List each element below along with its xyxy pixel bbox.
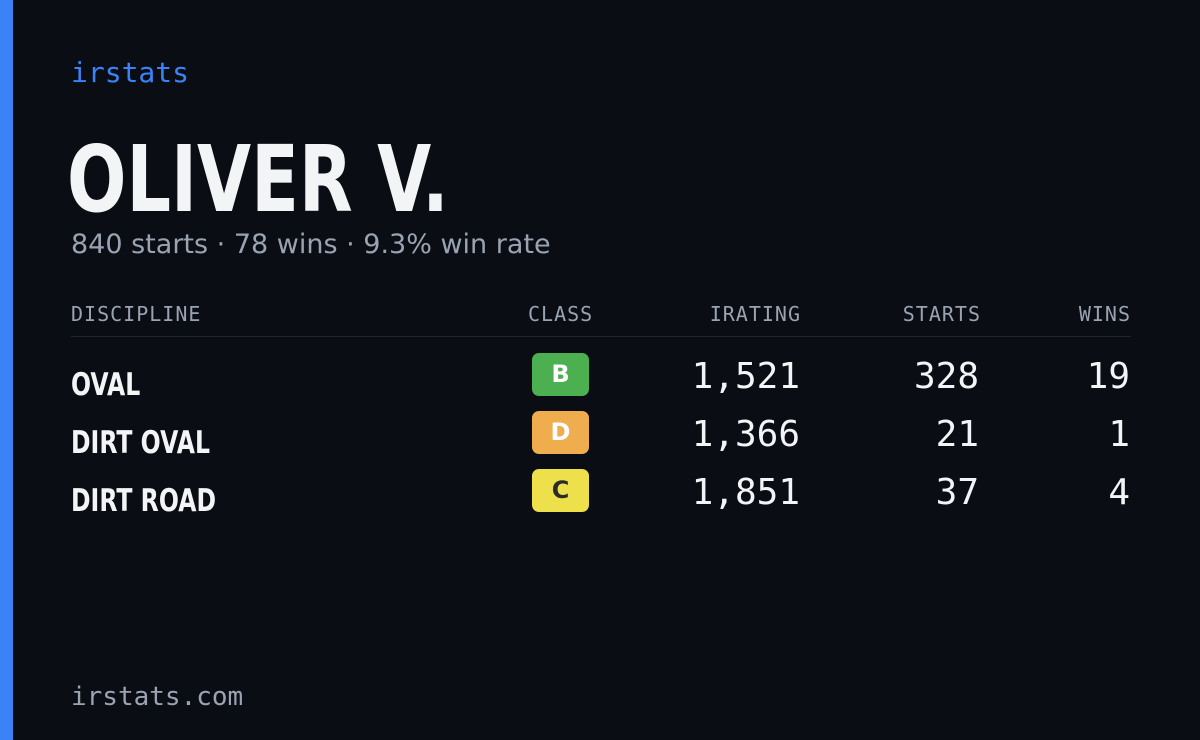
accent-bar [0,0,13,740]
wins-value: 4 [1108,472,1130,513]
player-summary: 840 starts · 78 wins · 9.3% win rate [71,229,551,260]
table-row: DIRT OVAL D 1,366 21 1 [71,411,1131,469]
header-starts: STARTS [902,302,981,326]
starts-value: 21 [935,414,979,455]
irating-value: 1,521 [691,356,800,397]
header-class: CLASS [528,302,594,326]
discipline-name: DIRT OVAL [71,425,210,461]
discipline-table: DISCIPLINE CLASS IRATING STARTS WINS OVA… [71,298,1131,527]
irating-value: 1,851 [691,472,800,513]
table-row: DIRT ROAD C 1,851 37 4 [71,469,1131,527]
class-badge: D [532,411,589,454]
wins-value: 1 [1108,414,1130,455]
table-body: OVAL B 1,521 328 19 DIRT OVAL D 1,366 21… [71,337,1131,527]
header-wins: WINS [1078,302,1131,326]
table-header: DISCIPLINE CLASS IRATING STARTS WINS [71,298,1131,337]
starts-value: 328 [913,356,979,397]
header-irating: IRATING [709,302,801,326]
starts-value: 37 [935,472,979,513]
footer-site-url: irstats.com [71,682,244,712]
discipline-name: OVAL [71,367,141,403]
class-badge: B [532,353,589,396]
class-badge: C [532,469,589,512]
player-name: OLIVER V. [67,126,449,233]
header-discipline: DISCIPLINE [71,302,202,326]
brand-logo-text: irstats [71,56,190,89]
wins-value: 19 [1086,356,1130,397]
discipline-name: DIRT ROAD [71,483,217,519]
irating-value: 1,366 [691,414,800,455]
table-row: OVAL B 1,521 328 19 [71,353,1131,411]
